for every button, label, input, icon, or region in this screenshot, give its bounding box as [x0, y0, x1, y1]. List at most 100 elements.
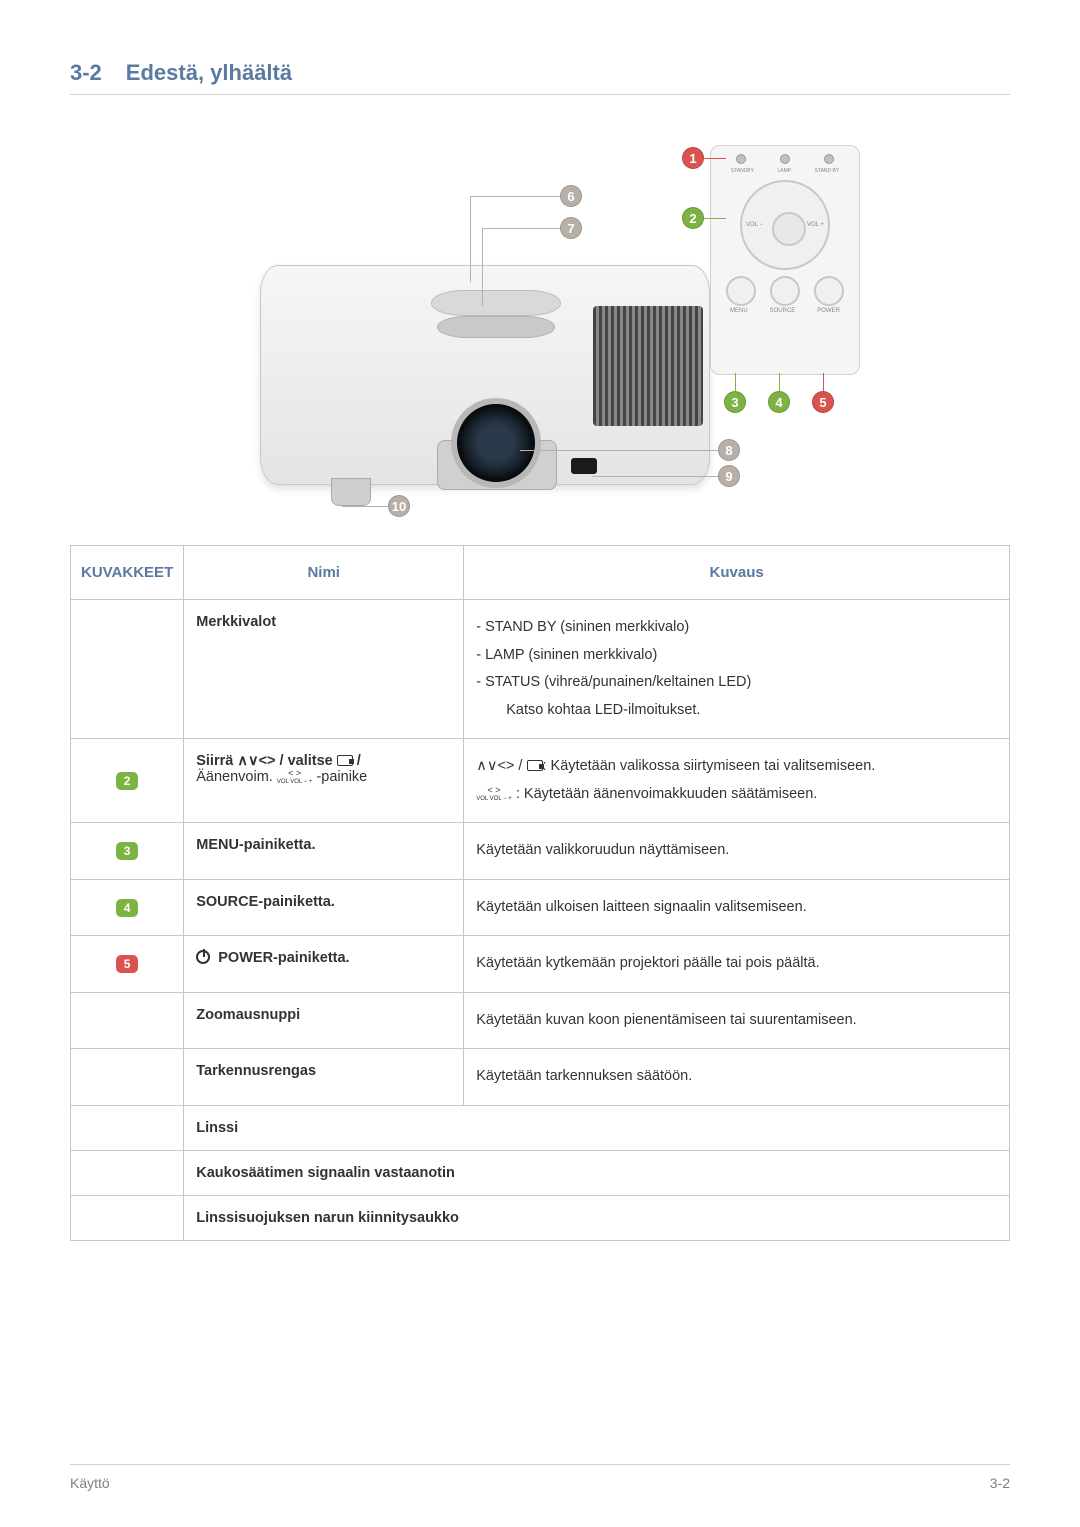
icon-cell: 4	[71, 879, 184, 936]
text: /	[353, 753, 361, 769]
desc-cell: Käytetään valikkoruudun näyttämiseen.	[464, 823, 1010, 880]
section-header: 3-2 Edestä, ylhäältä	[70, 60, 1010, 95]
table-row: Merkkivalot - STAND BY (sininen merkkiva…	[71, 600, 1010, 739]
source-button-graphic	[770, 276, 800, 306]
icon-cell	[71, 1196, 184, 1241]
vol-plus-label: VOL +	[807, 222, 824, 228]
table-row: 5 POWER-painiketta. Käytetään kytkemään …	[71, 936, 1010, 993]
desc-cell: ∧∨<> / : Käytetään valikossa siirtymisee…	[464, 739, 1010, 823]
lead-4	[779, 373, 780, 391]
callout-3: 3	[724, 391, 746, 413]
icon-cell: 5	[71, 936, 184, 993]
lead-9	[592, 476, 718, 477]
name-cell: Linssi	[184, 1106, 1010, 1151]
row-num-icon: 4	[116, 899, 138, 917]
lens	[451, 398, 541, 488]
text: : Käytetään äänenvoimakkuuden säätämisee…	[512, 786, 818, 802]
led-status	[824, 154, 834, 164]
lead-3	[735, 373, 736, 391]
text: Äänenvoim.	[196, 769, 277, 785]
icon-cell	[71, 1049, 184, 1106]
vents	[593, 306, 703, 426]
vol-bot: VOL VOL − +	[476, 796, 512, 802]
ir-receiver	[571, 458, 597, 474]
table-row: Kaukosäätimen signaalin vastaanotin	[71, 1151, 1010, 1196]
lead-7v	[482, 228, 483, 306]
text: : Käytetään valikossa siirtymiseen tai v…	[543, 758, 876, 774]
table-row: 4 SOURCE-painiketta. Käytetään ulkoisen …	[71, 879, 1010, 936]
power-label: POWER	[817, 308, 840, 314]
projector-diagram: STANDBY LAMP STAND BY VOL − VOL + MENU S…	[220, 135, 860, 505]
arrow-glyphs: ∧∨<>	[476, 758, 514, 774]
source-label: SOURCE	[770, 308, 796, 314]
power-button-graphic	[814, 276, 844, 306]
desc-line: ∧∨<> / : Käytetään valikossa siirtymisee…	[476, 753, 997, 781]
callout-2: 2	[682, 207, 704, 229]
callout-6: 6	[560, 185, 582, 207]
lead-10	[342, 506, 388, 507]
name-cell: Merkkivalot	[184, 600, 464, 739]
lead-7	[482, 228, 560, 229]
text: /	[514, 758, 526, 774]
name-cell: SOURCE-painiketta.	[184, 879, 464, 936]
menu-button-graphic	[726, 276, 756, 306]
footer-right: 3-2	[990, 1475, 1010, 1491]
section-number: 3-2	[70, 60, 102, 86]
lead-5	[823, 373, 824, 391]
vol-top: < >	[288, 768, 301, 778]
led-status-labels: STANDBY LAMP STAND BY	[719, 168, 851, 174]
control-panel: STANDBY LAMP STAND BY VOL − VOL + MENU S…	[710, 145, 860, 375]
status-label: STAND BY	[815, 168, 840, 174]
table-row: Linssisuojuksen narun kiinnitysaukko	[71, 1196, 1010, 1241]
parts-table: KUVAKKEET Nimi Kuvaus Merkkivalot - STAN…	[70, 545, 1010, 1241]
desc-line: - STAND BY (sininen merkkivalo)	[476, 614, 997, 642]
callout-8: 8	[718, 439, 740, 461]
lead-1	[704, 158, 726, 159]
enter-icon	[527, 760, 543, 771]
led-standby	[736, 154, 746, 164]
footer-left: Käyttö	[70, 1475, 110, 1491]
col-header-desc: Kuvaus	[464, 546, 1010, 600]
callout-10: 10	[388, 495, 410, 517]
name-cell: POWER-painiketta.	[184, 936, 464, 993]
desc-cell: Käytetään kytkemään projektori päälle ta…	[464, 936, 1010, 993]
dpad: VOL − VOL +	[740, 180, 830, 270]
page-footer: Käyttö 3-2	[70, 1464, 1010, 1491]
section-title: Edestä, ylhäältä	[126, 60, 292, 86]
table-header-row: KUVAKKEET Nimi Kuvaus	[71, 546, 1010, 600]
col-header-name: Nimi	[184, 546, 464, 600]
menu-label: MENU	[730, 308, 748, 314]
lead-2	[704, 218, 726, 219]
name-cell: Tarkennusrengas	[184, 1049, 464, 1106]
callout-1: 1	[682, 147, 704, 169]
row-num-icon: 5	[116, 955, 138, 973]
lead-6	[470, 196, 560, 197]
focus-ring	[437, 316, 555, 338]
desc-cell: Käytetään ulkoisen laitteen signaalin va…	[464, 879, 1010, 936]
led-row	[719, 154, 851, 164]
table-row: Linssi	[71, 1106, 1010, 1151]
desc-line: < >VOL VOL − + : Käytetään äänenvoimakku…	[476, 781, 997, 809]
callout-4: 4	[768, 391, 790, 413]
icon-cell	[71, 1106, 184, 1151]
vol-icon: < >VOL VOL − +	[476, 787, 512, 802]
desc-line: - STATUS (vihreä/punainen/keltainen LED)	[476, 669, 997, 697]
callout-7: 7	[560, 217, 582, 239]
col-header-icon: KUVAKKEET	[71, 546, 184, 600]
status-label: LAMP	[777, 168, 791, 174]
callout-9: 9	[718, 465, 740, 487]
desc-cell: Käytetään tarkennuksen säätöön.	[464, 1049, 1010, 1106]
name-cell: MENU-painiketta.	[184, 823, 464, 880]
desc-line: - LAMP (sininen merkkivalo)	[476, 642, 997, 670]
power-icon	[196, 950, 210, 964]
projector-body	[260, 265, 710, 485]
icon-cell: 2	[71, 739, 184, 823]
icon-cell	[71, 1151, 184, 1196]
vol-icon: < >VOL VOL − +	[277, 770, 313, 785]
text: Siirrä	[196, 753, 237, 769]
arrow-glyphs: ∧∨<>	[237, 753, 275, 769]
icon-cell: 3	[71, 823, 184, 880]
lead-6v	[470, 196, 471, 282]
lead-8	[520, 450, 718, 451]
name-cell: Kaukosäätimen signaalin vastaanotin	[184, 1151, 1010, 1196]
